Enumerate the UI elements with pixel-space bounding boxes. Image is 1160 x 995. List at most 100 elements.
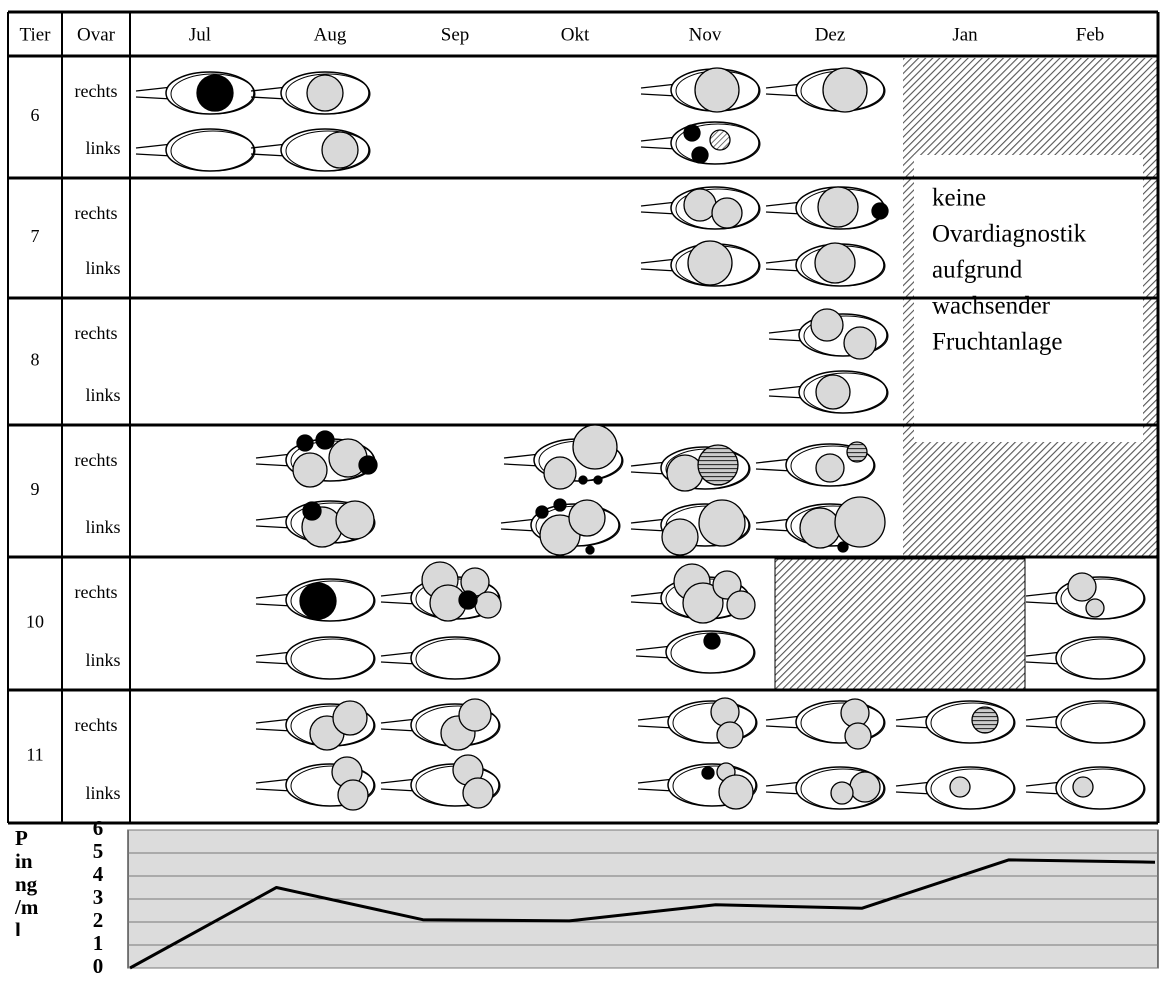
ligament [768,385,806,391]
ovary-rim [930,702,1016,744]
tier-label: 6 [31,105,40,125]
follicle [830,781,854,805]
ligament [255,788,293,792]
follicle [1067,572,1097,602]
follicle [535,505,549,519]
follicle [834,496,886,548]
ovar-label: rechts [75,715,118,735]
ovary-rim [800,768,886,810]
tier-label: 8 [31,350,40,370]
follicle [661,518,699,556]
ovar-label: links [85,258,120,278]
follicle [716,721,744,749]
ovary-rim [803,372,889,414]
follicle [949,776,971,798]
tier-label: 11 [26,745,43,765]
tier-label: 10 [26,612,44,632]
follicle [694,67,740,113]
ovary [285,636,375,680]
ligament [1025,715,1063,721]
ligament [765,791,803,795]
y-axis-label-line: in [15,849,33,873]
ligament [250,96,288,100]
ligament [635,655,673,659]
ligament [255,718,293,724]
ovary-rim [1060,768,1146,810]
ovary-rim [1060,702,1146,744]
ovary-rim [800,702,886,744]
follicle [697,444,739,486]
ligament [640,268,678,272]
follicle [358,455,378,475]
y-tick-label: 2 [93,908,104,932]
follicle [682,582,724,624]
y-tick-label: 3 [93,885,104,909]
y-axis-label-line: P [15,826,28,850]
ligament [768,395,806,399]
ovar-label: links [85,783,120,803]
y-tick-label: 0 [93,954,104,978]
ligament [640,136,678,142]
ovary [1055,636,1145,680]
ligament [255,515,293,521]
ovary-rim [790,445,876,487]
ligament [380,788,418,792]
ovary-rim [1060,638,1146,680]
ligament [630,528,668,532]
follicle [321,131,359,169]
ovar-label: links [85,385,120,405]
follicle [302,501,322,521]
follicle [822,67,868,113]
data-line [129,858,1156,970]
ligament [255,603,293,607]
ligament [1025,781,1063,787]
column-header: Feb [1076,24,1105,45]
ovary-rim [415,638,501,680]
follicle [698,499,746,547]
follicle [687,240,733,286]
note-text: Fruchtanlage [932,329,1063,356]
follicle [568,499,606,537]
follicle [337,779,369,811]
follicle [703,632,721,650]
note-text: aufgrund [932,257,1023,284]
follicle [296,434,314,452]
follicle [971,706,999,734]
follicle [701,766,715,780]
ligament [255,651,293,657]
column-header: Jul [189,24,211,45]
follicle [1085,598,1105,618]
y-tick-label: 1 [93,931,104,955]
ovary-rim [930,768,1016,810]
follicle [553,498,567,512]
follicle [711,197,743,229]
ligament [380,728,418,732]
ligament [765,715,803,721]
ligament [637,725,675,729]
ovar-label: rechts [75,582,118,602]
ligament [765,268,803,272]
ligament [1025,651,1063,657]
ligament [255,525,293,529]
note-text: Ovardiagnostik [932,221,1087,248]
follicle [196,74,234,112]
follicle [458,698,492,732]
follicle [299,582,337,620]
follicle [710,697,740,727]
ovary-rim [170,130,256,172]
ligament [765,258,803,264]
note-text: keine [932,185,986,212]
ligament [500,528,538,532]
ligament [640,83,678,89]
column-header: Dez [815,24,846,45]
y-tick-label: 5 [93,839,104,863]
follicle [683,124,701,142]
follicle [849,771,881,803]
ovary-rim [675,188,761,230]
ligament [755,468,793,472]
ligament [250,143,288,149]
ligament [255,778,293,784]
follicle [578,475,588,485]
